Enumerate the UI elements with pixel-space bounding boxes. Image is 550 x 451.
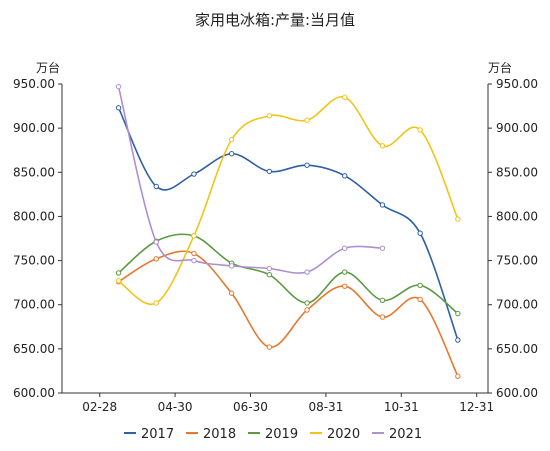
data-point-2019 (379, 297, 386, 303)
y-tick-label-left: 600.00 (13, 386, 55, 400)
axes: 600.00 600.00 650.00 650.00 700.00 700.00 750.… (13, 77, 538, 414)
data-point-2017 (115, 105, 122, 111)
series-line-2021 (117, 86, 383, 274)
legend-item-2017[interactable]: 2017 (124, 427, 174, 442)
data-point-2018 (455, 373, 461, 379)
x-tick-label: 06-30 (233, 400, 268, 414)
data-point-2019 (342, 269, 348, 275)
data-point-2018 (191, 250, 197, 257)
y-tick-label-left: 900.00 (13, 121, 55, 135)
data-point-2019 (115, 270, 122, 276)
data-point-2021 (342, 245, 348, 251)
y-tick-label-right: 600.00 (496, 386, 538, 400)
data-point-2021 (379, 245, 386, 251)
x-tick-label: 12-31 (459, 400, 494, 414)
data-point-2017 (304, 162, 310, 168)
series-2018 (115, 250, 461, 379)
data-point-2020 (115, 278, 122, 284)
data-point-2020 (342, 94, 348, 100)
y-tick-label-left: 700.00 (13, 298, 55, 312)
data-point-2017 (266, 168, 273, 175)
y-tick-label-right: 850.00 (496, 165, 538, 179)
data-point-2020 (417, 127, 423, 133)
data-point-2019 (455, 310, 461, 317)
legend-label: 2017 (141, 427, 174, 442)
data-point-2021 (304, 269, 310, 275)
data-point-2020 (228, 136, 235, 143)
data-point-2020 (304, 117, 310, 123)
data-point-2019 (304, 300, 310, 306)
data-point-2017 (417, 230, 423, 236)
data-point-2017 (228, 151, 235, 157)
series-2019 (115, 233, 461, 317)
y-tick-label-left: 950.00 (13, 77, 55, 91)
series-line-2019 (118, 233, 459, 315)
data-point-2020 (455, 216, 461, 222)
data-point-2018 (417, 296, 423, 303)
data-point-2017 (191, 171, 197, 177)
x-tick-label: 04-30 (158, 400, 193, 414)
series-2017 (115, 105, 461, 343)
legend-item-2018[interactable]: 2018 (186, 427, 236, 442)
y-axis-unit-left: 万台 (36, 60, 60, 75)
legend-item-2019[interactable]: 2019 (248, 427, 298, 442)
data-point-2021 (191, 257, 197, 264)
data-point-2021 (266, 265, 273, 272)
data-point-2020 (266, 113, 273, 119)
y-tick-label-right: 900.00 (496, 121, 538, 135)
data-point-2020 (153, 300, 159, 306)
y-tick-label-left: 650.00 (13, 342, 55, 356)
legend-label: 2021 (389, 427, 422, 442)
x-tick-label: 10-31 (384, 400, 419, 414)
data-point-2017 (153, 183, 159, 190)
series-2020 (115, 94, 461, 306)
y-tick-label-left: 750.00 (13, 254, 55, 268)
data-point-2019 (417, 282, 423, 288)
series-line-2020 (118, 96, 459, 306)
x-tick-label: 08-31 (308, 400, 343, 414)
y-tick-label-right: 800.00 (496, 209, 538, 223)
legend-item-2020[interactable]: 2020 (310, 427, 360, 442)
x-tick-label: 02-28 (82, 400, 117, 414)
legend-item-2021[interactable]: 2021 (372, 427, 422, 442)
y-tick-label-right: 700.00 (496, 298, 538, 312)
legend: 2017 2018 2019 2020 2021 (124, 427, 422, 442)
data-point-2019 (266, 271, 273, 278)
legend-label: 2020 (327, 427, 360, 442)
y-tick-label-left: 850.00 (13, 165, 55, 179)
data-point-2018 (304, 307, 310, 313)
legend-label: 2018 (203, 427, 236, 442)
data-point-2021 (115, 83, 122, 90)
data-point-2018 (266, 344, 273, 350)
data-point-2020 (191, 233, 197, 239)
data-point-2021 (228, 263, 235, 269)
data-point-2018 (379, 314, 386, 320)
legend-label: 2019 (265, 427, 298, 442)
y-axis-unit-right: 万台 (488, 60, 512, 75)
data-point-2018 (228, 290, 235, 296)
y-tick-label-right: 950.00 (496, 77, 538, 91)
series-layer (115, 83, 461, 379)
series-line-2018 (118, 250, 459, 377)
data-point-2020 (379, 143, 386, 149)
data-point-2018 (153, 256, 159, 262)
series-2021 (115, 83, 386, 275)
series-line-2017 (117, 107, 459, 341)
y-tick-label-left: 800.00 (13, 209, 55, 223)
data-point-2021 (153, 239, 159, 245)
y-tick-label-right: 650.00 (496, 342, 538, 356)
data-point-2017 (455, 337, 461, 343)
data-point-2018 (342, 283, 348, 289)
data-point-2017 (342, 173, 348, 179)
y-tick-label-right: 750.00 (496, 254, 538, 268)
chart-title: 家用电冰箱:产量:当月值 (195, 11, 355, 29)
data-point-2017 (379, 202, 386, 208)
